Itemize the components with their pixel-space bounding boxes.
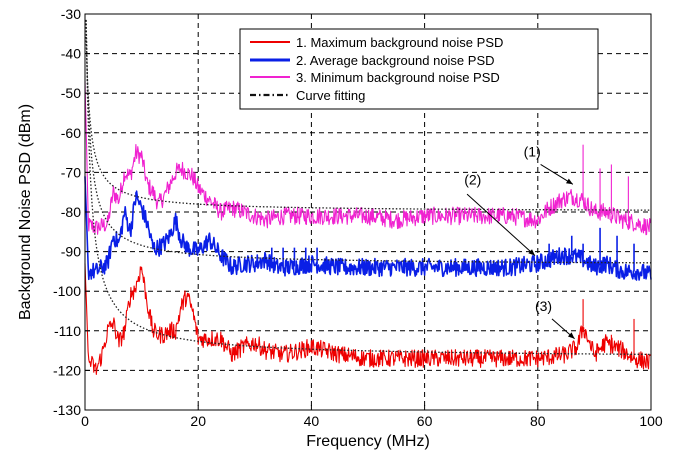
- x-tick-label: 0: [81, 413, 89, 429]
- y-tick-label: -60: [61, 125, 81, 141]
- y-tick-label: -110: [54, 323, 81, 339]
- series-min-line: [84, 81, 652, 236]
- legend-label-max: 1. Maximum background noise PSD: [296, 35, 503, 50]
- x-tick-label: 100: [639, 413, 663, 429]
- curve-fit-1: [85, 36, 651, 211]
- curve-fit-3: [85, 19, 651, 356]
- annotations-group: (1) (2) (3): [464, 144, 575, 340]
- y-tick-label: -50: [61, 85, 81, 101]
- annotation-arrowhead-3: [567, 332, 575, 339]
- y-tick-label: -80: [61, 204, 81, 220]
- annotation-arrow-2: [466, 193, 536, 256]
- y-tick-label: -30: [61, 6, 81, 22]
- curve-fitting-group: [85, 19, 651, 356]
- x-tick-label: 60: [417, 413, 433, 429]
- annotation-label-3: (3): [535, 298, 552, 314]
- legend-label-fit: Curve fitting: [296, 88, 365, 103]
- legend-label-min: 3. Minimum background noise PSD: [296, 70, 500, 85]
- legend-box: [239, 28, 599, 110]
- annotation-label-2: (2): [464, 171, 481, 187]
- y-tick-label: -90: [61, 244, 81, 260]
- annotation-label-1: (1): [524, 144, 541, 160]
- ticks-group: 0 20 40 60 80 100 -30 -40 -50 -60 -70 -80 -90 -100 -11…: [53, 6, 663, 429]
- legend-label-avg: 2. Average background noise PSD: [296, 53, 495, 68]
- series-max-line: [84, 263, 652, 375]
- y-tick-label: -120: [53, 362, 81, 378]
- x-tick-label: 40: [304, 413, 320, 429]
- x-tick-label: 80: [530, 413, 546, 429]
- annotation-arrowhead-1: [565, 178, 573, 185]
- y-tick-label: -130: [53, 402, 81, 418]
- annotation-arrowhead-2: [528, 249, 535, 256]
- legend: 1. Maximum background noise PSD 2. Avera…: [239, 28, 599, 110]
- curve-fit-2: [85, 20, 651, 264]
- y-tick-label: -70: [61, 164, 81, 180]
- x-tick-label: 20: [190, 413, 206, 429]
- y-tick-label: -40: [61, 46, 81, 62]
- x-axis-label: Frequency (MHz): [306, 433, 430, 450]
- y-tick-label: -100: [53, 283, 81, 299]
- y-axis-label: Background Noise PSD (dBm): [17, 104, 34, 320]
